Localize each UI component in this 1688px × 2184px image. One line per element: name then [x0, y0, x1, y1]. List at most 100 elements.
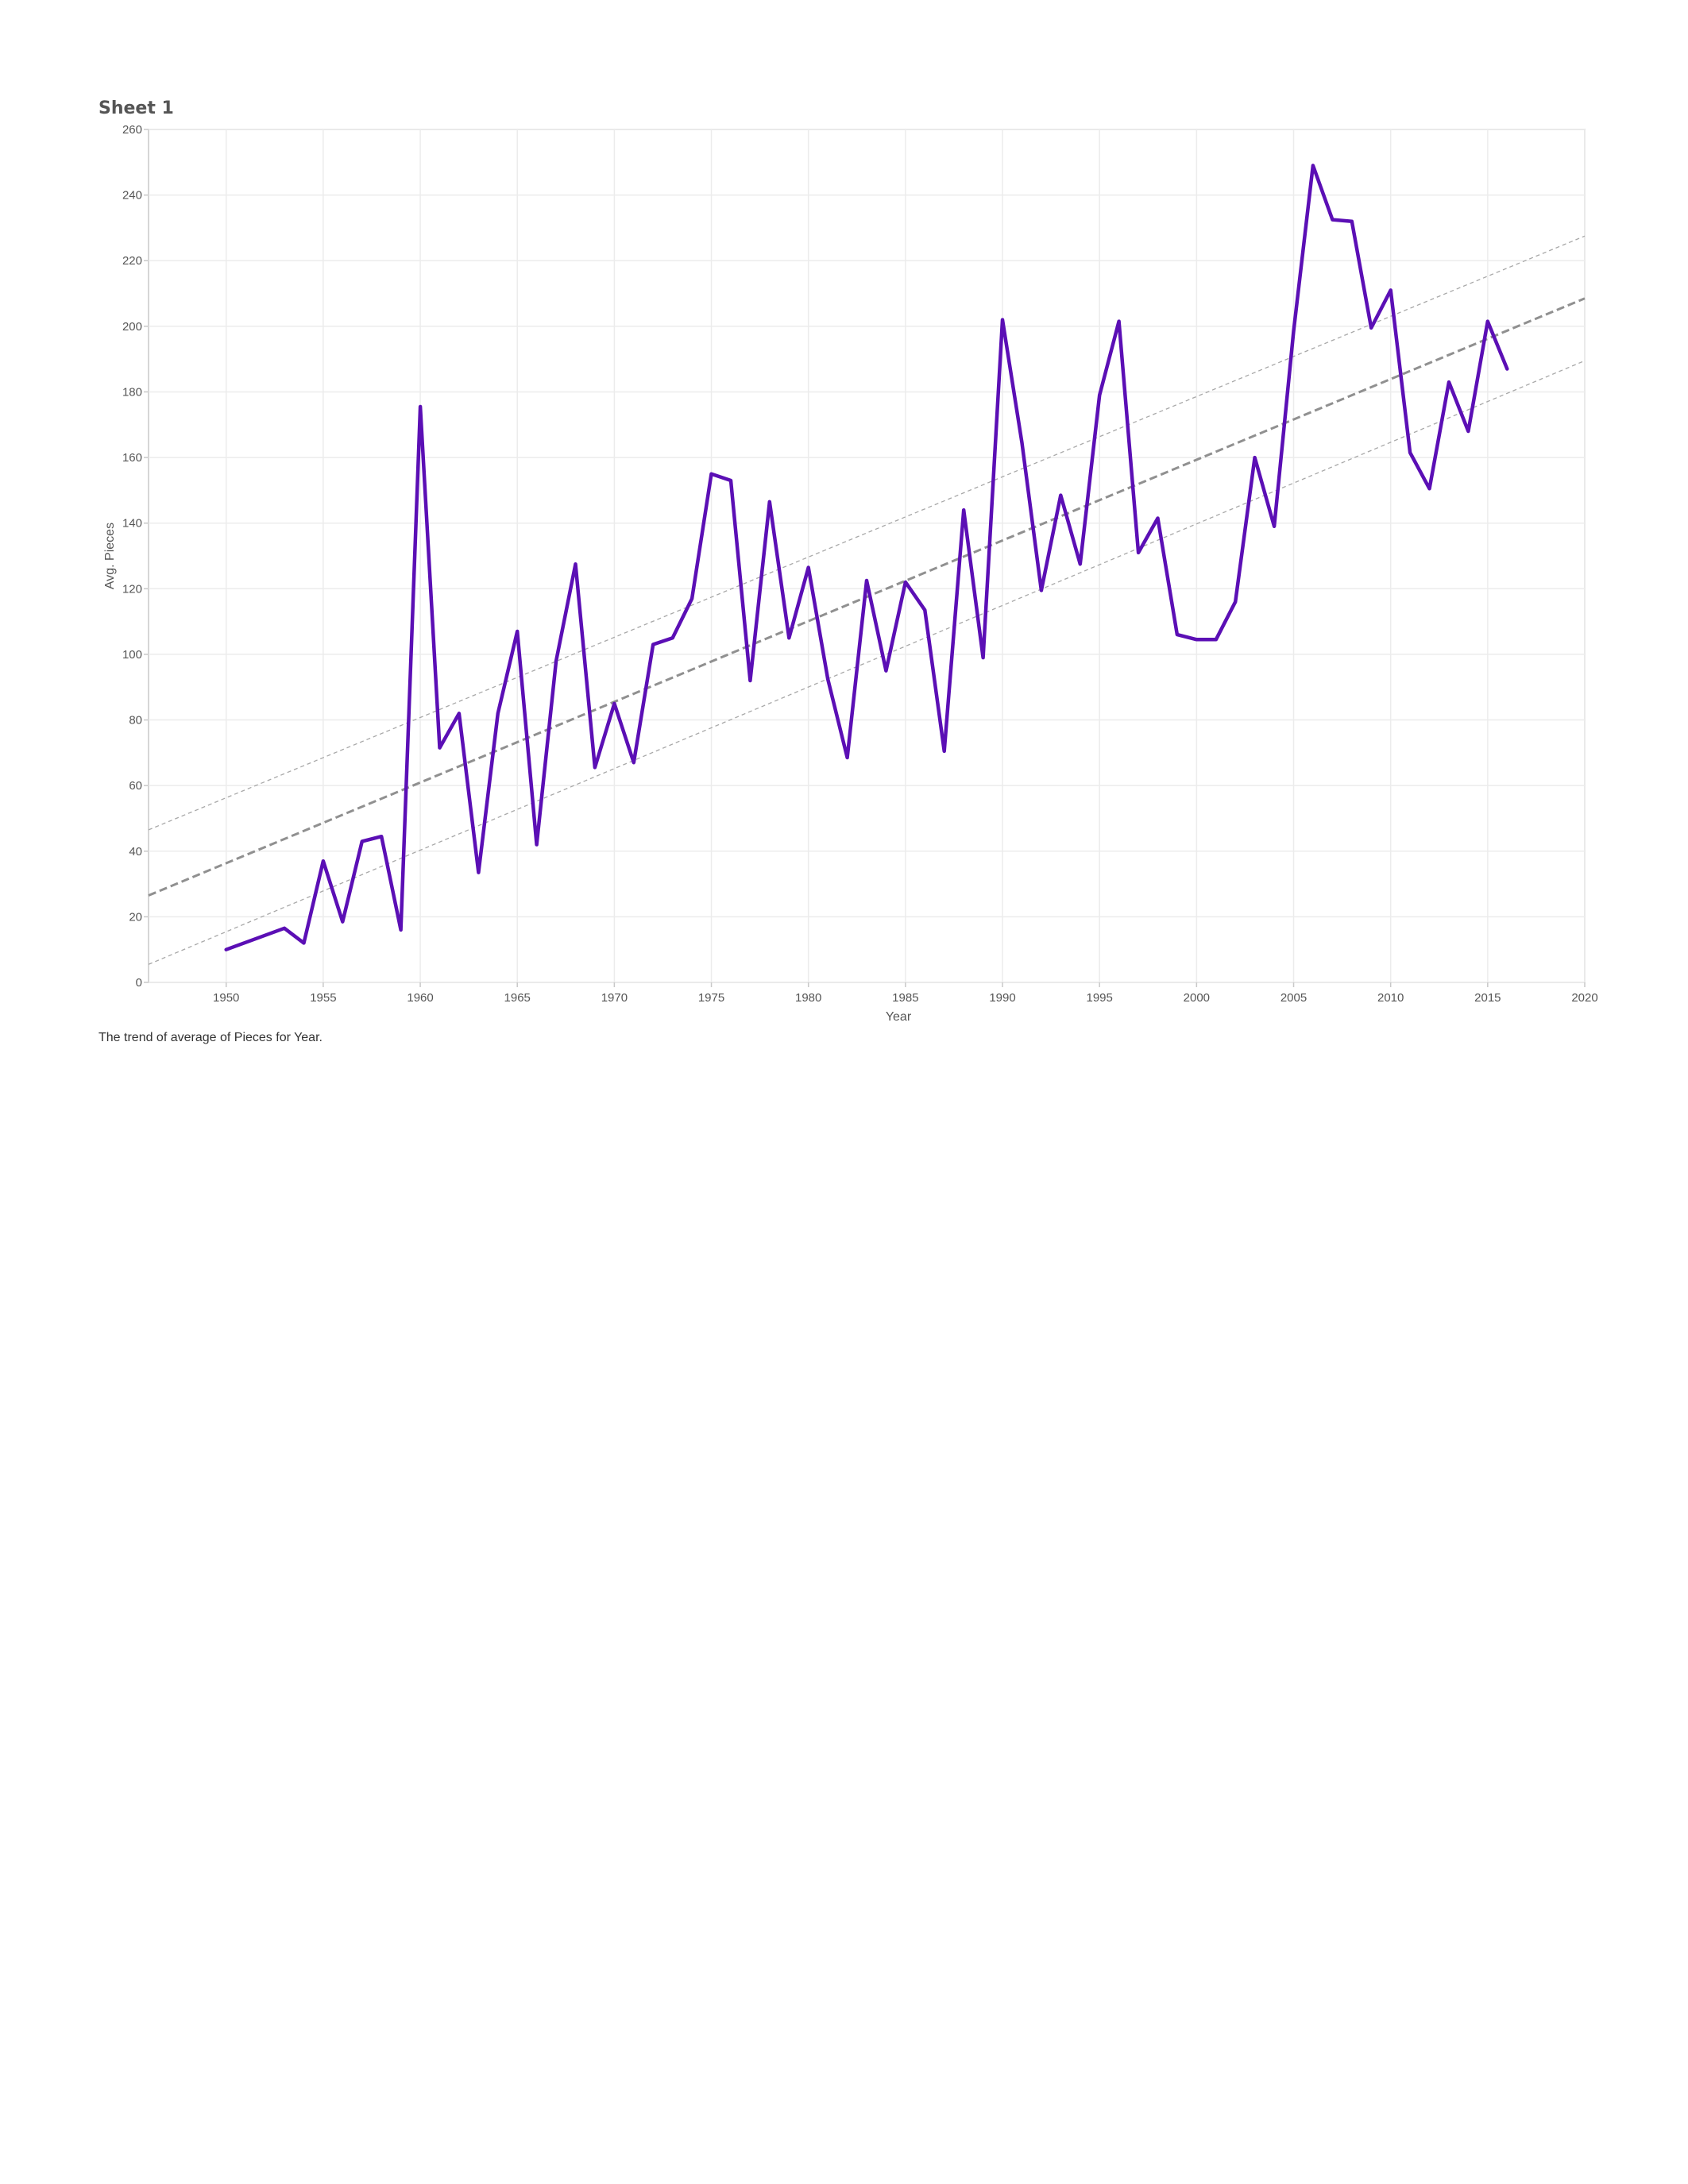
data-point — [1001, 318, 1004, 322]
trend-upper-band — [148, 235, 1586, 831]
y-tick-label: 40 — [129, 845, 142, 859]
data-point — [884, 669, 887, 673]
data-point — [1137, 551, 1140, 554]
data-point — [651, 643, 655, 646]
data-point — [1350, 220, 1354, 223]
data-point — [574, 562, 577, 565]
data-point — [729, 479, 732, 482]
x-tick-label: 1985 — [892, 991, 918, 1005]
x-tick-label: 1975 — [698, 991, 724, 1005]
data-point — [1311, 164, 1315, 167]
x-tick-label: 2015 — [1474, 991, 1501, 1005]
y-tick-label: 140 — [122, 517, 142, 531]
data-point — [690, 597, 693, 600]
y-axis-title: Avg. Pieces — [103, 523, 117, 589]
data-point — [458, 712, 461, 715]
data-point — [593, 766, 597, 769]
data-point — [302, 941, 305, 944]
x-tick-label: 1960 — [407, 991, 433, 1005]
data-point — [1020, 441, 1023, 444]
data-point — [1505, 368, 1508, 371]
data-point — [1253, 456, 1257, 459]
data-point — [923, 608, 926, 612]
data-point — [1466, 430, 1470, 433]
y-tick-label: 0 — [136, 976, 142, 990]
data-point — [380, 835, 383, 838]
data-point — [1486, 320, 1489, 323]
data-point — [865, 579, 868, 582]
data-point — [826, 677, 829, 681]
y-tick-label: 220 — [122, 254, 142, 268]
y-tick-label: 260 — [122, 123, 142, 137]
x-tick-label: 2010 — [1377, 991, 1404, 1005]
data-point — [1040, 588, 1043, 592]
sheet-title: Sheet 1 — [98, 98, 174, 118]
y-tick-label: 80 — [129, 714, 142, 727]
y-tick-label: 60 — [129, 779, 142, 793]
series-line — [224, 164, 1509, 951]
y-tick-label: 180 — [122, 385, 142, 399]
y-tick-label: 240 — [122, 189, 142, 203]
x-tick-label: 1995 — [1087, 991, 1113, 1005]
y-tick-label: 100 — [122, 648, 142, 662]
data-point — [846, 756, 849, 759]
data-point — [1447, 380, 1450, 384]
data-point — [1215, 638, 1218, 641]
sheet-caption: The trend of average of Pieces for Year. — [98, 1031, 323, 1044]
x-tick-label: 1955 — [310, 991, 336, 1005]
data-point — [1234, 600, 1237, 604]
data-point — [962, 508, 965, 511]
data-point — [438, 747, 441, 750]
y-tick-label: 200 — [122, 320, 142, 334]
x-tick-label: 2020 — [1571, 991, 1597, 1005]
data-point — [419, 405, 422, 408]
x-tick-label: 1970 — [601, 991, 628, 1005]
data-point — [554, 659, 558, 662]
data-point — [612, 702, 616, 705]
data-point — [1195, 638, 1198, 641]
data-point — [1428, 487, 1431, 490]
data-point — [1079, 562, 1082, 565]
x-tick-label: 2000 — [1184, 991, 1210, 1005]
data-point — [982, 656, 985, 659]
x-tick-label: 1965 — [504, 991, 531, 1005]
data-point — [1331, 218, 1334, 222]
data-point — [787, 636, 790, 639]
data-point — [477, 871, 480, 874]
plot-area — [148, 129, 1586, 983]
x-tick-label: 1990 — [989, 991, 1015, 1005]
data-point — [807, 565, 810, 569]
data-point — [904, 581, 907, 584]
data-point — [1059, 494, 1062, 497]
data-point — [341, 920, 344, 924]
data-point — [400, 928, 403, 932]
y-tick-label: 160 — [122, 451, 142, 465]
data-point — [1156, 516, 1159, 519]
data-point — [516, 630, 519, 633]
data-point — [322, 859, 325, 862]
data-point — [1176, 633, 1179, 636]
data-point — [283, 927, 286, 930]
y-tick-label: 120 — [122, 582, 142, 596]
data-point — [1292, 330, 1296, 333]
data-point — [1118, 320, 1121, 323]
y-tick-label: 20 — [129, 910, 142, 924]
x-tick-label: 2005 — [1280, 991, 1307, 1005]
data-point — [943, 750, 946, 753]
data-point — [1369, 326, 1373, 330]
data-point — [632, 761, 635, 764]
x-axis-title: Year — [886, 1010, 912, 1024]
x-tick-label: 1980 — [795, 991, 821, 1005]
data-point — [671, 636, 674, 639]
line-chart: 0 20 40 60 80 100 120 140 160 180 200 220 240 260 1950… — [103, 123, 1598, 1024]
data-point — [1408, 451, 1412, 454]
data-point — [748, 679, 751, 682]
x-tick-label: 1950 — [213, 991, 239, 1005]
data-point — [496, 712, 500, 715]
data-point — [768, 500, 771, 504]
data-point — [1389, 288, 1393, 291]
data-point — [1273, 525, 1276, 528]
data-point — [710, 473, 713, 476]
data-point — [225, 948, 228, 951]
data-point — [361, 839, 364, 843]
